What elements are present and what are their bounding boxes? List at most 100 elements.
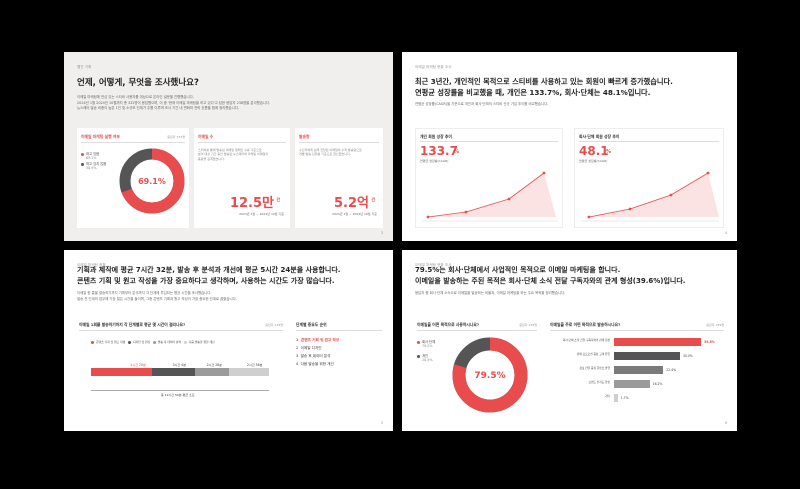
segment-value: 4시간 28분 <box>130 363 146 367</box>
slide-title-1: 최근 3년간, 개인적인 목적으로 스티비를 사용하고 있는 회원이 빠르게 증… <box>415 77 673 86</box>
card-email-count: 이메일 수 스티비를 통해 발송된 이메일 캠페인 수를 기준으로 분석 대상 기… <box>194 128 290 228</box>
point-2018 <box>464 210 468 214</box>
growth-area-chart <box>422 171 558 222</box>
bar-label: 회사·단체 소식 전달 구독자와의 관계 형성 <box>562 338 610 342</box>
chart-personal-growth: 개인 회원 성장 추이 133.7 % 연평균 성장률(CAGR) <box>415 128 563 228</box>
legend-item-no: 하고 있지 않음 30.9% <box>81 162 106 170</box>
legend-row: 콘텐츠 기획 및 원고 작성 디자인 및 편집 발송 후 데이터 분석 다음 발… <box>91 340 215 344</box>
legend-item-company: 회사·단체 79.5% <box>417 340 435 348</box>
card-title: 발송량 <box>299 134 310 139</box>
legend-item-yes: 하고 있음 69.1% <box>81 152 99 160</box>
bar-segment-1 <box>91 368 153 376</box>
total-bracket <box>91 390 269 391</box>
divider <box>198 142 286 143</box>
rank-item: 4 다음 발송을 위한 개선 <box>296 362 334 366</box>
card-title: 이메일 1회를 발송하기까지 각 단계별로 평균 몇 시간이 걸리나요? <box>79 322 186 327</box>
slide-title-2: 콘텐츠 기획 및 원고 작성을 가장 중요하다고 생각하며, 사용하는 시간도 … <box>77 277 335 285</box>
email-count-period: 2023년 1월 ~ 2024년 10월 기준 <box>239 212 284 216</box>
slide-header: 웹진 기획 <box>77 65 92 69</box>
send-volume-value: 5.2억 <box>334 196 369 211</box>
slide-subtitle-2: 2024년 1월 2024년 10월까지 총 332명이 응답했으며, 이 중 … <box>77 100 271 105</box>
point-2017 <box>426 215 430 219</box>
area-fill <box>428 173 556 217</box>
donut-center-label: 79.5% <box>474 371 505 381</box>
cagr-value: 133.7 <box>420 144 458 158</box>
point-2019 <box>507 197 511 201</box>
slide-subtitle-3: 뉴스레터 발송 비중이 높은 1인 및 소규모 단체가 주를 이루며 조사 기간… <box>77 106 239 110</box>
slide-subtitle-1: 이메일 한 통을 발송하기까지 기획부터 분석까지 각 단계에 투입되는 평균 … <box>77 291 212 295</box>
slide-survey-overview: 웹진 기획 언제, 어떻게, 무엇을 조사했나요? 이메일 마케팅에 관심 있는… <box>64 52 393 241</box>
card-send-purpose: 이메일을 주로 어떤 목적으로 발송하시나요? 응답자 189명 회사·단체 소… <box>548 316 726 420</box>
divider <box>550 330 724 331</box>
divider <box>299 142 379 143</box>
donut-chart: 69.1% <box>119 148 185 214</box>
point-2018 <box>628 207 632 211</box>
card-title: 이메일을 어떤 목적으로 사용하시나요? <box>417 322 480 327</box>
divider <box>420 141 558 142</box>
slide-header: 이메일 마케팅 현황 조사 <box>415 65 452 69</box>
bar-label: 판매·프로모션 중심 고객 유입 <box>576 352 610 356</box>
divider <box>417 330 537 331</box>
slide-title: 언제, 어떻게, 무엇을 조사했나요? <box>77 78 199 88</box>
slide-title-2: 연평균 성장률을 비교했을 때, 개인은 133.7%, 회사·단체는 48.1… <box>415 88 651 97</box>
send-volume-unit: 건 <box>371 197 375 202</box>
bar-label: 기타 <box>605 394 610 398</box>
bar <box>614 352 680 360</box>
donut-segment-main <box>452 337 528 413</box>
page-number: 3 <box>380 231 383 235</box>
point-2020 <box>542 171 546 175</box>
bar-value: 16.2% <box>652 382 663 386</box>
rank-item: 1 콘텐츠 기획 및 원고 작성 <box>296 338 340 342</box>
slide-title-1: 기획과 제작에 평균 7시간 32분, 발송 후 분석과 개선에 평균 5시간 … <box>77 266 341 274</box>
rank-item: 3 발송 후 데이터 분석 <box>296 354 331 358</box>
bar-label: 정보 전달 중심 콘텐츠 발행 <box>579 366 610 370</box>
slide-header: 이메일 마케팅 현황 <box>77 263 106 267</box>
slide-title-1: 79.5%는 회사·단체에서 사업적인 목적으로 이메일 마케팅을 합니다. <box>415 266 621 274</box>
card-meta: 응답자 189명 <box>706 323 724 327</box>
cagr-label: 연평균 성장률(CAGR) <box>579 159 608 163</box>
bar <box>614 366 664 374</box>
card-title: 단계별 중요도 순위 <box>296 322 327 327</box>
segment-value: 2시간 28분 <box>206 363 223 367</box>
card-send-volume: 발송량 수신자에게 실제 전달된 이메일의 누적 발송량으로 개별 발송 단위를 … <box>295 128 383 228</box>
chart-title: 개인 회원 성장 추이 <box>420 134 452 139</box>
slide-subtitle: 연평균 성장률(CAGR)을 기준으로 개인과 회사·단체의 스티비 신규 가입… <box>415 102 549 106</box>
card-meta: 응답자 332명 <box>167 135 185 139</box>
segment-value: 3시간 4분 <box>172 363 187 367</box>
bar-value: 22.4% <box>666 368 677 372</box>
cagr-unit: % <box>606 149 612 155</box>
card-usage-purpose: 이메일을 어떤 목적으로 사용하시나요? 응답자 238명 회사·단체 79.5%… <box>415 316 539 420</box>
cagr-unit: % <box>454 149 460 155</box>
bar-value: 30.0% <box>683 354 693 358</box>
donut-center-label: 69.1% <box>138 177 166 186</box>
card-description: 스티비를 통해 발송된 이메일 캠페인 수를 기준으로 분석 대상 기간 동안 발… <box>198 148 269 161</box>
growth-area-chart <box>581 171 719 222</box>
point-2017 <box>587 215 591 219</box>
bar-value: 39.6% <box>704 340 715 344</box>
slide-member-growth: 이메일 마케팅 현황 조사 최근 3년간, 개인적인 목적으로 스티비를 사용하… <box>402 52 737 241</box>
cagr-label: 연평균 성장률(CAGR) <box>420 159 449 163</box>
bar <box>614 394 618 402</box>
page-number: 5 <box>380 421 383 425</box>
card-time-per-step: 이메일 1회를 발송하기까지 각 단계별로 평균 몇 시간이 걸리나요? 응답자… <box>77 316 287 416</box>
point-2019 <box>669 193 673 197</box>
divider <box>79 330 283 331</box>
bar-segment-4 <box>228 368 269 376</box>
point-2020 <box>706 171 710 175</box>
donut-chart: 79.5% <box>452 337 528 413</box>
card-marketing-status: 이메일 마케팅 실행 여부 응답자 332명 하고 있음 69.1% 하고 있지 … <box>77 128 189 228</box>
email-count-value: 12.5만 <box>229 196 274 211</box>
page-number: 4 <box>724 231 727 235</box>
chart-company-growth: 회사·단체 회원 성장 추이 48.1 % 연평균 성장률(CAGR) <box>574 128 724 228</box>
legend-item-personal: 개인 20.5% <box>417 354 432 362</box>
bar <box>614 380 650 388</box>
donut-segment-main <box>119 148 185 214</box>
card-title: 이메일 수 <box>198 134 214 139</box>
slide-title-2: 이메일을 발송하는 주된 목적은 회사·단체 소식 전달 구독자와의 관계 형성… <box>415 277 686 285</box>
send-volume-period: 2023년 1월 ~ 2024년 10월 기준 <box>332 212 377 216</box>
slide-purpose: 이메일 마케팅 현황 조사 79.5%는 회사·단체에서 사업적인 목적으로 이… <box>402 250 737 431</box>
slide-header: 이메일 마케팅 현황 조사 <box>415 263 452 267</box>
card-importance-ranking: 단계별 중요도 순위 1 콘텐츠 기획 및 원고 작성 2 이메일 디자인 3 발송… <box>294 316 384 416</box>
bar-segment-2 <box>152 368 195 376</box>
